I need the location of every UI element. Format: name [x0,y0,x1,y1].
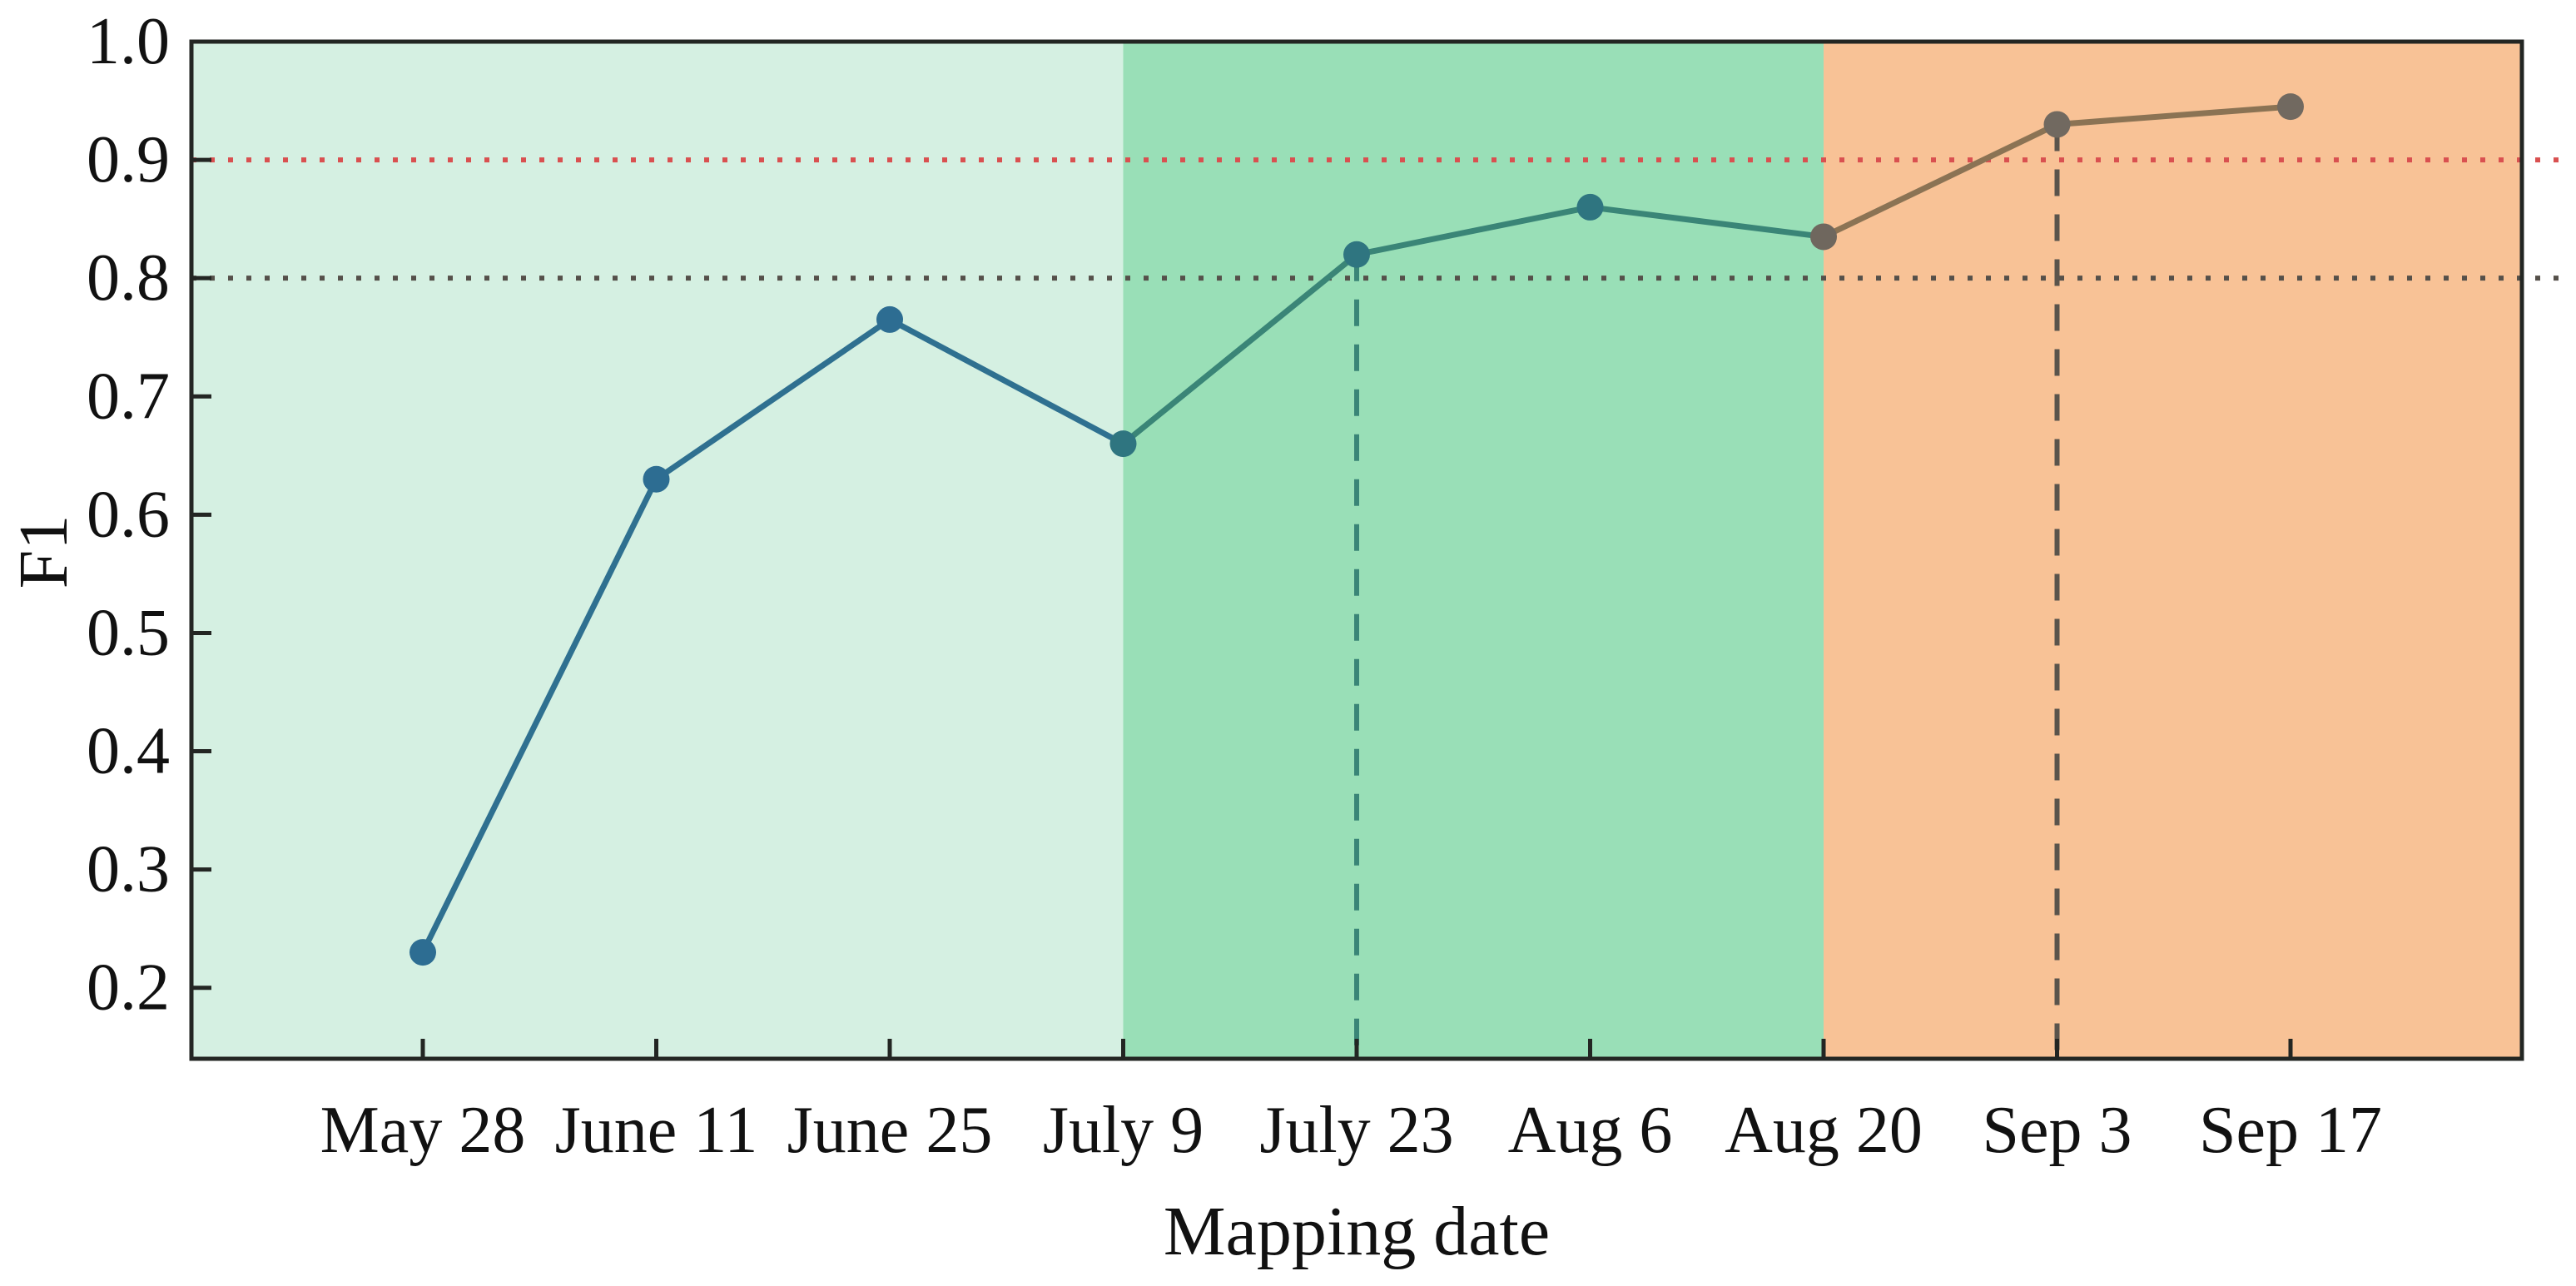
series-segment-Aug 6-to-Aug 20 [1587,204,1827,240]
y-tick-label-0.3: 0.3 [87,833,170,906]
data-point-July 23 [1343,241,1370,268]
data-point-Aug 6 [1576,193,1604,221]
series-segment-June 11-to-June 25 [653,316,893,483]
y-tick-label-0.6: 0.6 [87,478,170,551]
y-tick-label-1.0: 1.0 [87,5,170,78]
series-segment-Aug 20-to-Sep 3 [1820,121,2060,240]
series-segment-July 9-to-July 23 [1120,251,1360,447]
x-tick-label-Aug 20: Aug 20 [1725,1094,1923,1167]
data-point-July 9 [1109,430,1137,458]
data-point-June 25 [876,305,903,333]
series-segment-Sep 3-to-Sep 17 [2054,103,2294,127]
series-segment-July 23-to-Aug 6 [1353,204,1593,258]
data-point-May 28 [409,939,436,966]
y-tick-label-0.2: 0.2 [87,951,170,1025]
data-point-Sep 3 [2043,111,2071,138]
y-tick-label-0.8: 0.8 [87,241,170,315]
data-point-Sep 17 [2277,93,2304,121]
background-region-season-early [191,42,1124,1059]
x-tick-label-Aug 6: Aug 6 [1508,1094,1673,1167]
x-tick-label-May 28: May 28 [320,1094,526,1167]
x-tick-label-Sep 3: Sep 3 [1983,1094,2132,1167]
background-region-season-mid [1123,42,1824,1059]
x-tick-label-July 23: July 23 [1259,1094,1453,1167]
plot-frame [189,39,2524,1061]
x-tick-label-June 11: June 11 [555,1094,758,1167]
y-tick-label-0.4: 0.4 [87,715,170,788]
x-tick-label-June 25: June 25 [787,1094,993,1167]
y-tick-label-0.5: 0.5 [87,596,170,669]
x-tick-label-July 9: July 9 [1043,1094,1204,1167]
background-region-season-late [1824,42,2522,1059]
x-axis-title: Mapping date [1163,1193,1551,1270]
y-axis-title: F1 [5,514,82,589]
y-tick-label-0.7: 0.7 [87,360,170,433]
series-segment-May 28-to-June 11 [419,476,659,956]
series-segment-June 25-to-July 9 [886,316,1126,447]
y-tick-label-0.9: 0.9 [87,123,170,196]
x-tick-label-Sep 17: Sep 17 [2199,1094,2382,1167]
data-point-Aug 20 [1810,223,1837,251]
data-point-June 11 [643,465,670,493]
